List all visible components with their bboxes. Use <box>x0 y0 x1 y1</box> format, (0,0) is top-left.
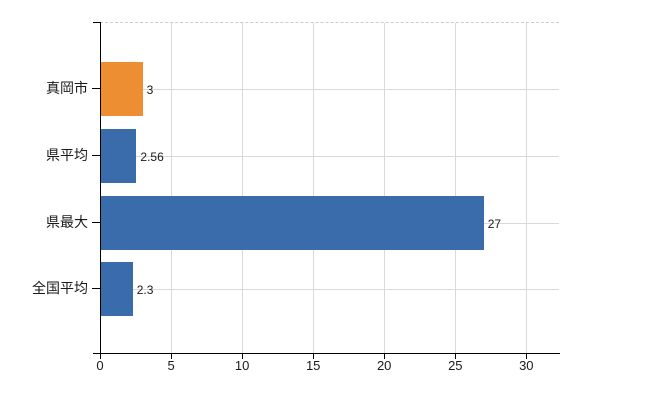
category-label: 真岡市 <box>46 80 88 96</box>
bar <box>100 262 133 316</box>
gridline-vertical <box>242 23 244 354</box>
bar <box>100 62 143 116</box>
gridline-vertical <box>171 23 173 354</box>
bar <box>100 196 484 250</box>
gridline-horizontal <box>100 156 559 157</box>
y-axis-top-tick <box>93 22 101 23</box>
gridline-vertical <box>313 23 315 354</box>
x-tick-label: 25 <box>448 358 463 373</box>
x-tick <box>313 354 315 359</box>
x-axis-line <box>93 353 560 354</box>
bar-value-label: 3 <box>146 83 154 97</box>
x-tick-label: 30 <box>519 358 534 373</box>
gridline-horizontal <box>100 289 559 290</box>
x-tick <box>384 354 386 359</box>
bar-value-label: 2.3 <box>136 283 154 297</box>
category-tick <box>92 88 100 89</box>
x-tick <box>242 354 244 359</box>
x-tick-label: 10 <box>234 358 250 373</box>
x-tick-label: 20 <box>376 358 392 373</box>
x-tick <box>100 354 101 359</box>
x-tick <box>526 354 528 359</box>
category-label: 県平均 <box>46 147 88 163</box>
category-label: 全国平均 <box>32 280 88 296</box>
x-tick <box>455 354 457 359</box>
x-tick-label: 5 <box>167 358 175 373</box>
category-tick <box>92 288 100 289</box>
category-label: 県最大 <box>46 214 88 230</box>
x-tick-label: 15 <box>305 358 321 373</box>
category-tick <box>92 155 100 156</box>
x-tick <box>171 354 173 359</box>
plot-area: 3 2.56 27 2.3 <box>100 22 559 354</box>
bar <box>100 129 137 183</box>
gridline-horizontal <box>100 89 559 90</box>
y-axis-line <box>100 22 101 359</box>
category-tick <box>92 222 100 223</box>
bar-value-label: 27 <box>487 217 502 231</box>
x-tick-label: 0 <box>96 358 104 373</box>
bar-value-label: 2.56 <box>140 150 164 164</box>
gridline-vertical <box>384 23 386 354</box>
gridline-vertical <box>455 23 457 354</box>
gridline-vertical <box>526 23 528 354</box>
